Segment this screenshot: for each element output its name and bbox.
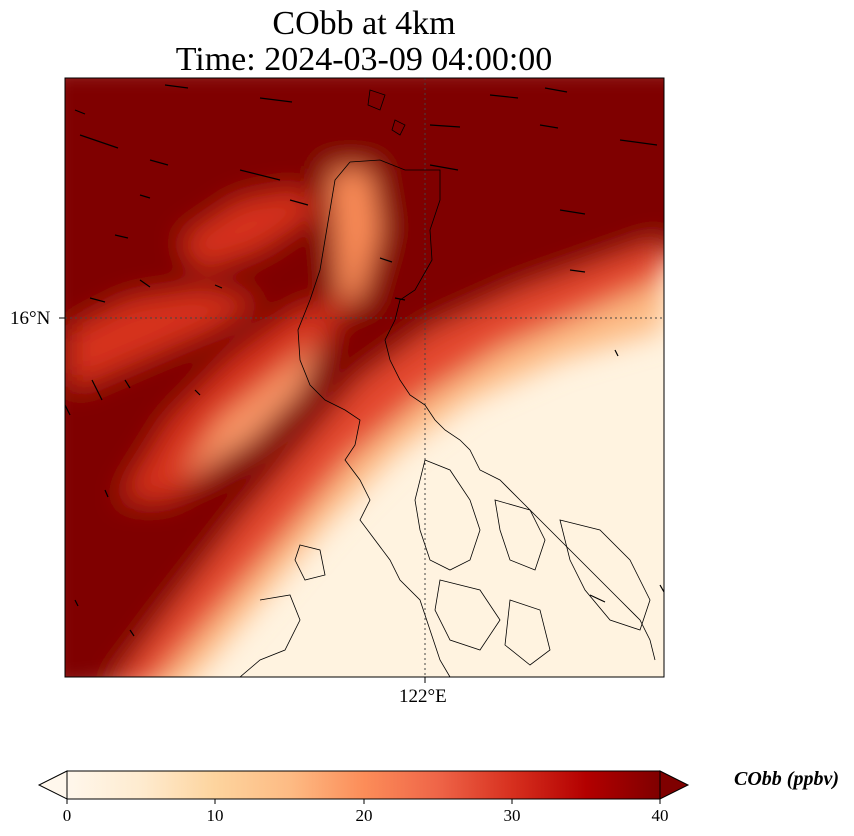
- colorbar-tick-label: 40: [651, 806, 669, 825]
- latitude-tick-label: 16°N: [10, 308, 51, 329]
- longitude-tick-label: 122°E: [399, 686, 447, 707]
- colorbar-tick-label: 0: [62, 806, 72, 825]
- concentration-field: [65, 78, 664, 677]
- map-title: CObb at 4km: [272, 5, 456, 42]
- colorbar-tick-label: 30: [503, 806, 521, 825]
- colorbar-tick-label: 10: [206, 806, 224, 825]
- coastline: [239, 89, 656, 677]
- colorbar-label: CObb (ppbv): [734, 768, 839, 790]
- wind-vectors: [65, 84, 664, 637]
- map-time: Time: 2024-03-09 04:00:00: [175, 41, 553, 78]
- colorbar: [37, 770, 690, 804]
- colorbar-tick-label: 20: [355, 806, 373, 825]
